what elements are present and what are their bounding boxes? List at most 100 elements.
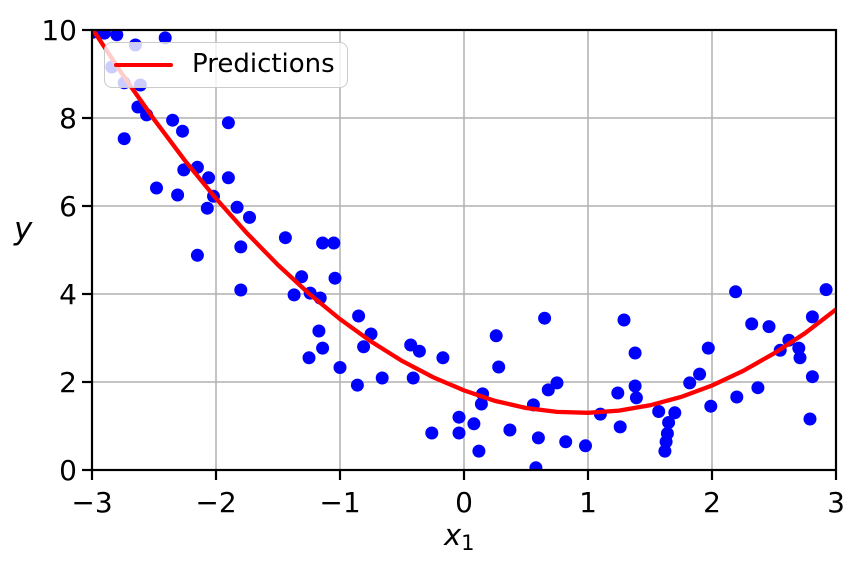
scatter-point [793,351,807,365]
scatter-point [492,360,506,374]
scatter-point [617,313,631,327]
legend-label: Predictions [192,49,335,79]
scatter-point [350,378,364,392]
scatter-point [352,309,366,323]
scatter-point [538,311,552,325]
scatter-point [503,423,517,437]
scatter-point [171,188,185,202]
scatter-point [662,416,676,429]
scatter-point [683,376,697,390]
scatter-point [295,270,309,284]
scatter-point [668,406,682,420]
scatter-point [541,383,555,397]
scatter-point [166,113,180,127]
axes-border [90,28,838,472]
y-tick-label: 0 [59,454,77,487]
x-axis-label-base: x [444,518,462,552]
scatter-point [97,30,111,40]
scatter-point [628,379,642,393]
scatter-point [704,399,718,413]
scatter-point [375,371,389,385]
scatter-point [117,132,131,146]
scatter-point [425,426,439,440]
scatter-point [730,390,744,404]
scatter-point [150,181,163,195]
scatter-point [176,124,189,138]
scatter-point [550,376,564,390]
scatter-point [611,386,625,400]
scatter-point [819,283,833,297]
scatter-point [489,329,503,343]
scatter-point [278,231,292,245]
scatter-point [221,116,235,130]
x-axis-label-subscript: 1 [461,531,475,555]
scatter-point [406,371,420,385]
scatter-point [762,320,776,334]
y-tick-label: 4 [59,278,77,311]
scatter-point [158,31,172,45]
scatter-point [729,285,743,299]
scatter-point [243,210,256,224]
scatter-point [693,367,707,381]
scatter-point [234,240,248,254]
scatter-point [559,435,573,449]
x-tick-label: −1 [319,486,360,519]
y-tick-label: 8 [59,102,77,135]
scatter-point [751,381,765,395]
scatter-point [628,346,642,360]
scatter-point [200,201,214,215]
y-axis-label: y [14,211,33,247]
scatter-point [190,248,204,262]
scatter-point [316,236,330,250]
scatter-point [805,370,819,384]
scatter-point [177,163,191,177]
x-tick-label: −3 [71,486,112,519]
scatter-point [805,310,819,324]
y-tick-label: 10 [41,14,77,47]
scatter-point [230,200,244,214]
predictions-curve [92,30,836,415]
scatter-point [452,426,466,440]
scatter-point [803,412,817,426]
scatter-point [531,431,545,445]
y-tick-label: 6 [59,190,77,223]
scatter-point [467,417,481,431]
scatter-point [579,439,592,453]
scatter-point [792,341,806,355]
scatter-point [110,30,124,42]
scatter-point [221,171,235,185]
x-tick-label: 1 [579,486,597,519]
scatter-point [312,324,326,338]
scatter-point [287,288,301,302]
scatter-point [316,341,330,355]
x-tick-label: 2 [703,486,721,519]
scatter-point [436,351,450,365]
scatter-point [333,361,347,374]
scatter-point [412,344,426,358]
scatter-point [328,271,342,285]
scatter-point [202,171,216,185]
y-tick-label: 2 [59,366,77,399]
x-tick-label: 3 [827,486,845,519]
scatter-point [529,461,543,470]
x-tick-label: 0 [455,486,473,519]
scatter-point [629,391,643,405]
scatter-point [234,283,248,297]
scatter-point [472,444,486,458]
scatter-point [613,420,627,434]
legend-line-swatch [114,62,173,68]
x-tick-label: −2 [195,486,236,519]
x-axis-label: x1 [444,518,475,555]
scatter-point [658,444,672,458]
legend[interactable]: Predictions [104,42,348,88]
scatter-point [327,236,341,250]
scatter-point [745,317,759,331]
scatter-series [92,30,833,470]
scatter-point [302,351,316,365]
scatter-point [652,405,666,418]
scatter-point [474,397,488,411]
scatter-point [701,341,715,355]
scatter-point [357,340,371,354]
scatter-point [452,410,466,424]
